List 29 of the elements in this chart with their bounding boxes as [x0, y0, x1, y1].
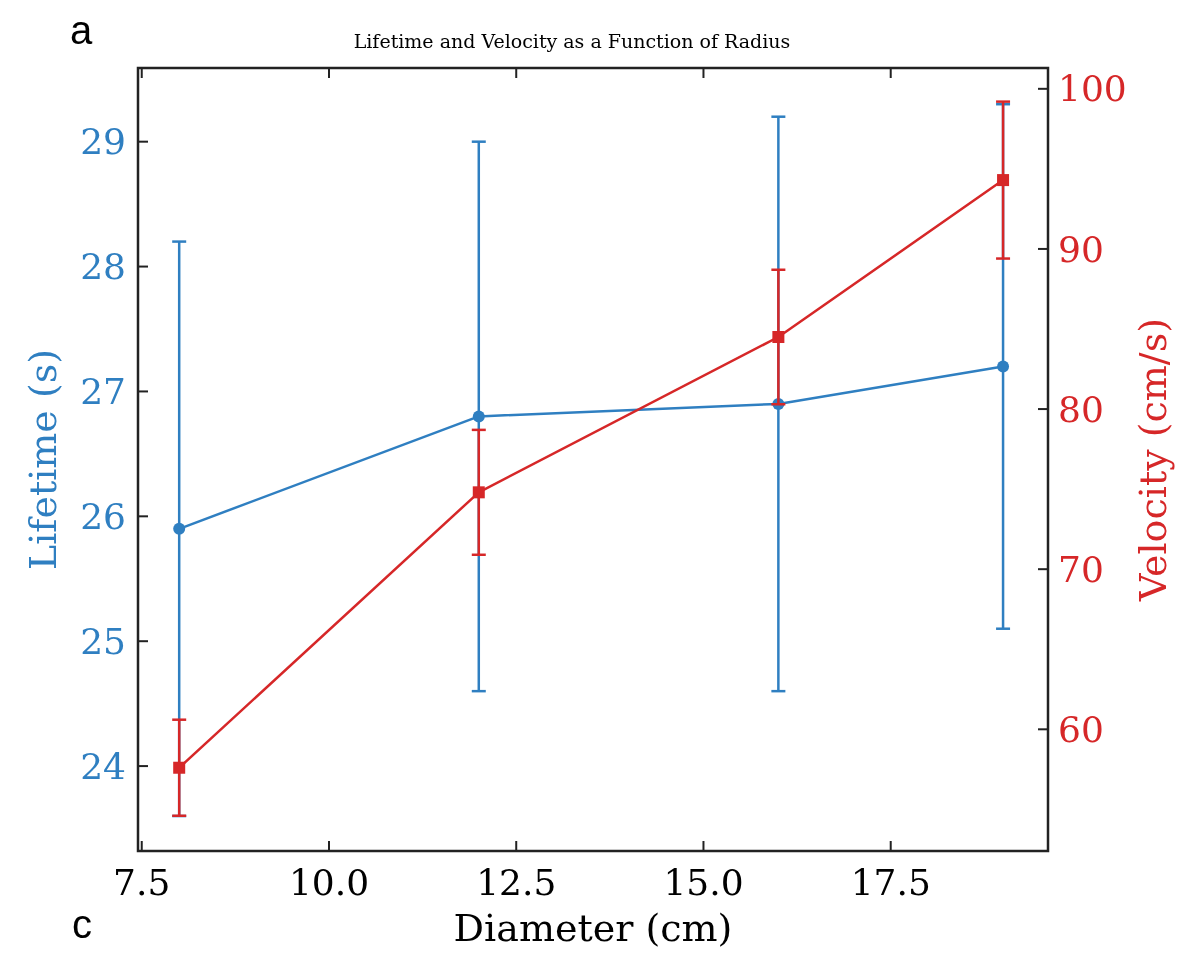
text: a [70, 8, 93, 52]
x-tick-label: 15.0 [663, 862, 744, 903]
y-tick-label: 26 [80, 495, 126, 537]
chart-title: Lifetime and Velocity as a Function of Radius [353, 30, 791, 52]
x-tick-label: 12.5 [476, 862, 557, 903]
point [997, 174, 1010, 187]
y-tick-label: 29 [80, 121, 126, 163]
point [772, 331, 785, 344]
y2-tick-label: 90 [1058, 228, 1104, 270]
point [173, 761, 186, 774]
y2-tick-label: 70 [1058, 548, 1104, 590]
point [997, 360, 1010, 373]
text: c [72, 902, 92, 946]
y2-tick-label: 60 [1058, 708, 1104, 750]
y-tick-label: 28 [80, 246, 126, 288]
x-tick-label: 17.5 [850, 862, 931, 903]
y2-tick-label: 100 [1058, 68, 1127, 110]
y-axis-title: Lifetime (s) [21, 348, 65, 571]
y-tick-label: 25 [80, 620, 126, 662]
y2-tick-label: 80 [1058, 388, 1104, 430]
point [173, 522, 186, 535]
y-tick-label: 27 [80, 371, 126, 413]
y-tick-label: 24 [80, 745, 126, 787]
point [472, 410, 485, 423]
y2-axis-title: Velocity (cm/s) [1131, 318, 1175, 602]
x-tick-label: 10.0 [288, 862, 370, 903]
point [472, 486, 485, 499]
x-tick-label: 7.5 [113, 862, 171, 903]
x-axis-title: Diameter (cm) [453, 906, 733, 950]
